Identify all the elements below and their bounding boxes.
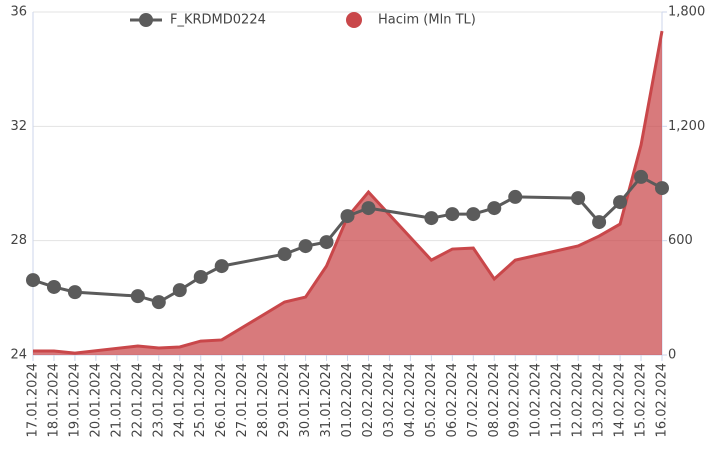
x-tick-label: 29.01.2024 <box>277 363 292 437</box>
price-marker <box>445 207 460 222</box>
price-marker <box>466 207 481 222</box>
x-tick-label: 12.02.2024 <box>571 363 586 437</box>
price-marker <box>277 247 292 262</box>
price-marker <box>487 201 502 216</box>
x-tick-label: 22.01.2024 <box>130 363 145 437</box>
price-marker <box>172 283 187 298</box>
x-tick-label: 26.01.2024 <box>214 363 229 437</box>
x-tick-label: 19.01.2024 <box>67 363 82 437</box>
price-marker <box>214 259 229 274</box>
x-tick-label: 20.01.2024 <box>88 363 103 437</box>
price-marker <box>424 211 439 226</box>
y2-tick-label: 1,200 <box>668 119 705 134</box>
x-tick-label: 06.02.2024 <box>445 363 460 437</box>
volume-area <box>33 31 662 356</box>
price-marker <box>655 181 669 196</box>
price-marker <box>508 189 523 204</box>
price-marker <box>592 215 607 230</box>
price-marker <box>151 295 166 310</box>
y2-tick-label: 600 <box>668 233 693 248</box>
price-marker <box>361 201 376 216</box>
price-marker <box>298 239 313 254</box>
legend-label: Hacim (Mln TL) <box>378 13 476 28</box>
x-tick-label: 14.02.2024 <box>613 363 628 437</box>
x-tick-label: 23.01.2024 <box>151 363 166 437</box>
x-tick-label: 13.02.2024 <box>592 363 607 437</box>
price-marker <box>26 273 40 288</box>
y-tick-label: 28 <box>10 233 27 248</box>
legend-marker <box>346 12 362 28</box>
x-tick-label: 08.02.2024 <box>487 363 502 437</box>
price-marker <box>67 285 82 300</box>
price-marker <box>193 269 208 284</box>
y-tick-label: 32 <box>10 119 27 134</box>
x-tick-label: 11.02.2024 <box>550 363 565 437</box>
x-tick-label: 01.02.2024 <box>340 363 355 437</box>
price-marker <box>571 191 586 206</box>
price-marker <box>634 169 649 184</box>
x-tick-label: 03.02.2024 <box>382 363 397 437</box>
x-tick-label: 24.01.2024 <box>172 363 187 437</box>
legend-label: F_KRDMD0224 <box>170 13 266 28</box>
x-tick-label: 16.02.2024 <box>655 363 670 437</box>
price-marker <box>130 289 145 304</box>
y2-tick-label: 1,800 <box>668 5 705 20</box>
price-marker <box>340 209 355 224</box>
price-marker <box>46 279 61 294</box>
legend-marker <box>139 13 153 27</box>
x-tick-label: 04.02.2024 <box>403 363 418 437</box>
x-tick-label: 18.01.2024 <box>46 363 61 437</box>
x-tick-label: 07.02.2024 <box>466 363 481 437</box>
x-tick-label: 27.01.2024 <box>235 363 250 437</box>
y2-tick-label: 0 <box>668 348 676 363</box>
x-tick-label: 10.02.2024 <box>529 363 544 437</box>
y-tick-label: 36 <box>10 5 27 20</box>
x-tick-label: 25.01.2024 <box>193 363 208 437</box>
x-tick-label: 15.02.2024 <box>634 363 649 437</box>
y-tick-label: 24 <box>10 348 27 363</box>
price-marker <box>319 235 334 250</box>
x-tick-label: 09.02.2024 <box>508 363 523 437</box>
price-marker <box>613 195 628 210</box>
x-tick-label: 02.02.2024 <box>361 363 376 437</box>
x-tick-label: 30.01.2024 <box>298 363 313 437</box>
x-tick-label: 31.01.2024 <box>319 363 334 437</box>
x-tick-label: 17.01.2024 <box>26 363 41 437</box>
x-tick-label: 05.02.2024 <box>424 363 439 437</box>
x-tick-label: 28.01.2024 <box>256 363 271 437</box>
x-tick-label: 21.01.2024 <box>109 363 124 437</box>
